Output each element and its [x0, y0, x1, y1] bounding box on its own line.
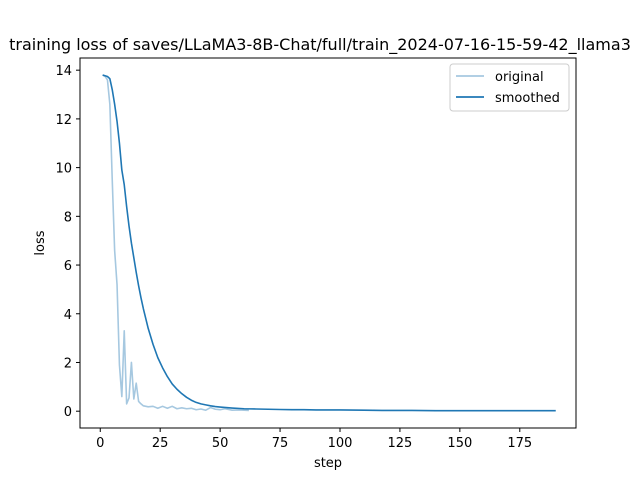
y-tick-label: 14	[55, 64, 72, 79]
y-tick-label: 6	[64, 259, 72, 274]
y-tick-label: 12	[55, 113, 72, 128]
plot-frame	[79, 57, 577, 429]
legend-label-smoothed: smoothed	[495, 91, 560, 106]
x-tick-label: 75	[272, 436, 289, 451]
series-lines	[102, 74, 556, 412]
y-tick-label: 0	[64, 405, 72, 420]
y-tick-label: 8	[64, 210, 72, 225]
x-axis-label: step	[314, 456, 342, 471]
x-tick-label: 175	[507, 436, 532, 451]
x-tick-label: 50	[212, 436, 229, 451]
y-axis-ticks: 0 2 4 6 8 10 12 14	[55, 64, 80, 420]
y-axis-label: loss	[33, 230, 48, 255]
series-line-smoothed	[102, 74, 556, 412]
x-tick-label: 25	[152, 436, 169, 451]
y-tick-label: 4	[64, 308, 72, 323]
x-tick-label: 100	[328, 436, 353, 451]
x-tick-label: 125	[388, 436, 413, 451]
legend: original smoothed	[449, 63, 570, 112]
x-tick-label: 150	[447, 436, 472, 451]
legend-label-original: original	[495, 70, 544, 85]
x-axis-ticks: 0 25 50 75 100 125 150 175	[96, 428, 532, 451]
chart-title: training loss of saves/LLaMA3-8B-Chat/fu…	[9, 35, 631, 55]
y-tick-label: 2	[64, 356, 72, 371]
y-tick-label: 10	[55, 162, 72, 177]
series-line-original	[102, 74, 249, 412]
x-tick-label: 0	[96, 436, 104, 451]
